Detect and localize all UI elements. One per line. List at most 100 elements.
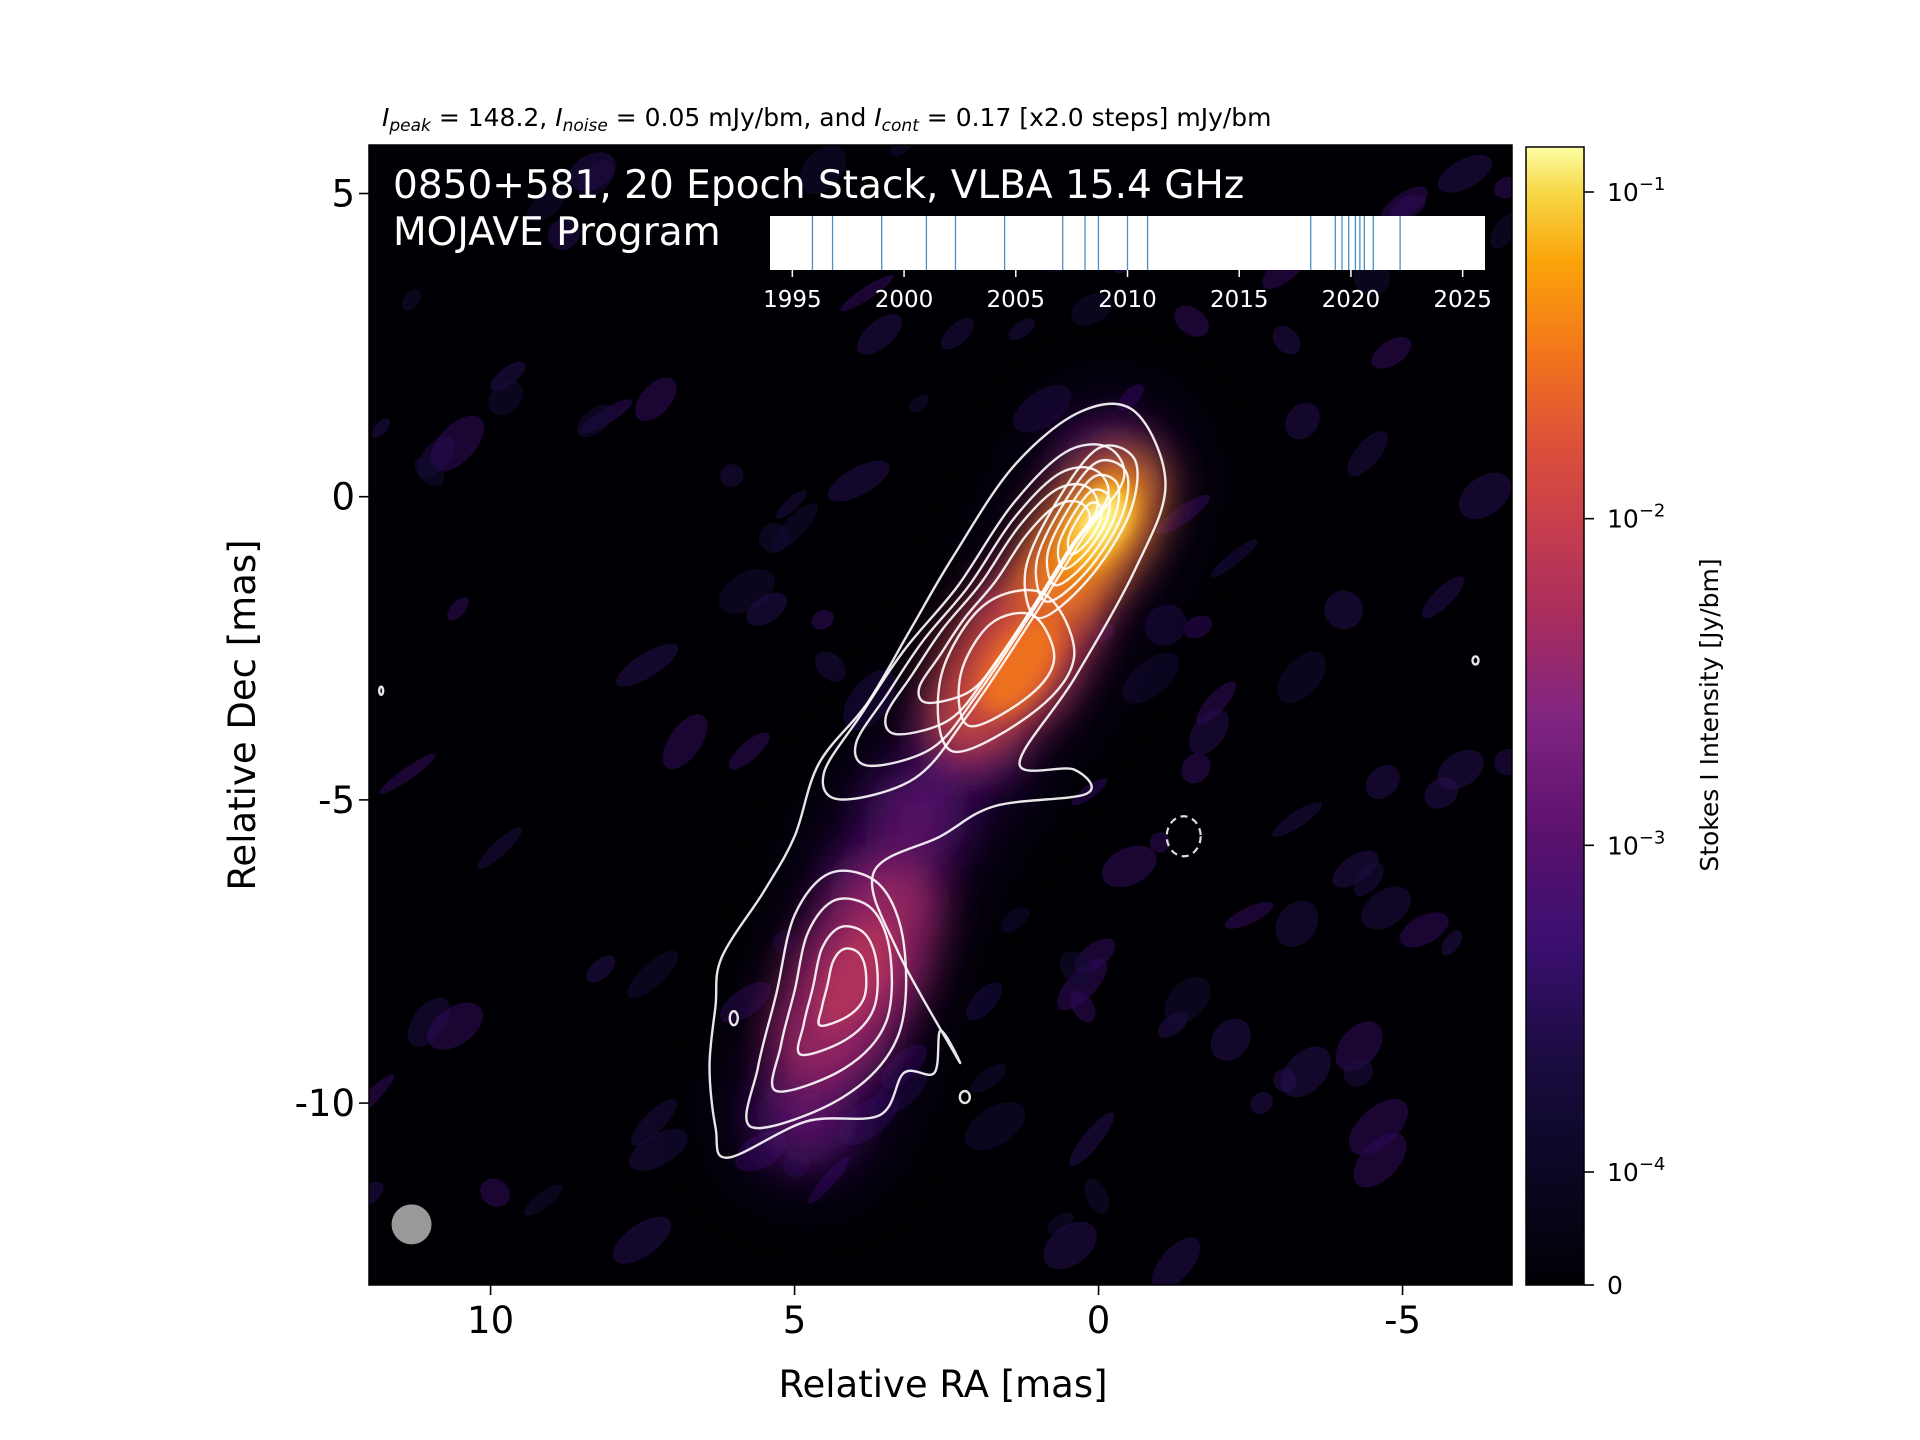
timeline-epochs	[811, 216, 1401, 270]
noise-speckle	[1174, 305, 1209, 337]
noise-speckle	[1152, 1237, 1201, 1285]
noise-speckle	[772, 929, 797, 954]
timeline-tick-label: 2000	[875, 287, 934, 313]
timeline-tick-label: 2015	[1210, 287, 1269, 313]
noise-speckle	[1371, 336, 1412, 369]
noise-speckle	[1101, 845, 1157, 888]
noise-speckle	[1458, 472, 1512, 520]
noise-speckle	[1144, 604, 1187, 646]
noise-speckle	[1332, 850, 1379, 888]
noise-speckle	[1441, 930, 1463, 956]
noise-speckle	[526, 189, 566, 222]
noise-speckle	[1424, 777, 1459, 809]
colorbar-tick-label: 10−1	[1607, 174, 1665, 207]
x-tick-label: 0	[1087, 1299, 1111, 1342]
colorbar: 0 10−4 10−3 10−2 10−1 Stokes I Intensity [Jy…	[1525, 146, 1724, 1300]
noise-speckle	[429, 415, 485, 472]
contour-outer-knot	[770, 897, 894, 1093]
contour-upper-jet	[917, 499, 1092, 705]
x-tick-label: 5	[783, 1299, 807, 1342]
noise-speckle	[1122, 652, 1180, 704]
noise-speckle	[576, 404, 614, 438]
halo-blob	[880, 782, 953, 855]
contour-outer-knot	[817, 947, 868, 1027]
colorbar-tick-label: 10−4	[1607, 1154, 1665, 1187]
noise-speckle	[615, 643, 679, 687]
noise-speckle	[908, 394, 929, 413]
timeline-tick-label: 2010	[1098, 287, 1157, 313]
contour-isolated	[377, 685, 385, 696]
contour-outer	[708, 402, 1167, 1159]
noise-speckle	[1365, 764, 1400, 800]
noise-speckle	[1437, 154, 1493, 193]
contour-core	[1023, 444, 1139, 620]
background-noise	[369, 145, 1512, 1285]
noise-speckle	[1008, 318, 1036, 341]
noise-speckle	[1211, 539, 1258, 578]
colorbar-ticks: 0 10−4 10−3 10−2 10−1	[1584, 174, 1665, 1300]
noise-speckle	[1043, 1221, 1097, 1270]
noise-speckle	[1380, 186, 1428, 224]
contour-isolated	[1471, 655, 1480, 666]
noise-speckle	[940, 318, 975, 350]
noise-speckle	[1275, 900, 1319, 948]
contour-core	[1045, 473, 1121, 587]
noise-speckle	[1057, 958, 1108, 1011]
contour-core	[1056, 488, 1112, 571]
noise-speckle	[1361, 886, 1412, 930]
noise-speckle	[728, 732, 770, 770]
noise-speckle	[856, 314, 903, 355]
noise-speckle	[1084, 1178, 1110, 1214]
noise-speckle	[776, 490, 807, 519]
noise-speckle	[1070, 990, 1096, 1023]
noise-speckle	[1013, 385, 1072, 433]
noise-speckle	[630, 1099, 677, 1147]
timeline-tick-label: 1995	[763, 287, 822, 313]
noise-speckle	[1335, 1021, 1383, 1072]
noise-speckle	[1277, 651, 1327, 703]
noise-speckle	[758, 522, 789, 553]
noise-speckle	[964, 1102, 1026, 1151]
noise-speckle	[890, 145, 913, 157]
contours	[377, 402, 1480, 1159]
noise-speckle	[371, 418, 391, 438]
noise-speckle	[827, 460, 890, 502]
noise-speckle	[635, 377, 677, 422]
noise-speckle	[746, 592, 788, 626]
noise-speckle	[1273, 1068, 1297, 1093]
contour-core	[1034, 459, 1130, 603]
noise-speckle	[970, 1063, 1007, 1093]
noise-speckle	[1149, 832, 1170, 853]
noise-speckle	[720, 464, 744, 487]
noise-speckle	[814, 651, 846, 682]
header-caption: Ipeak = 148.2, Inoise = 0.05 mJy/bm, and…	[382, 103, 1272, 136]
noise-speckle	[1353, 862, 1384, 897]
timeline-tick-label: 2025	[1433, 287, 1492, 313]
colorbar-gradient	[1525, 146, 1585, 1286]
noise-speckle	[1348, 1098, 1408, 1156]
y-tick-label: 0	[331, 476, 355, 519]
noise-speckle	[1164, 976, 1211, 1024]
noise-speckle	[799, 145, 847, 194]
noise-speckle	[480, 1178, 510, 1207]
y-tick-label: -10	[295, 1082, 355, 1125]
noise-speckle	[547, 218, 581, 250]
noise-speckle	[1272, 325, 1301, 355]
colorbar-tick-label: 10−2	[1607, 501, 1665, 534]
noise-speckle	[1155, 494, 1210, 535]
noise-speckle	[524, 1184, 563, 1216]
colorbar-tick-label: 10−3	[1607, 827, 1665, 860]
noise-speckle	[628, 1129, 689, 1171]
emission-knot	[1081, 497, 1122, 545]
x-tick-label: 10	[467, 1299, 514, 1342]
image-panel: 10 5 0 -5 5 0 -5 -10	[295, 144, 1513, 1342]
noise-speckle	[427, 1002, 484, 1050]
noise-speckle	[867, 1069, 928, 1119]
noise-speckle	[1059, 951, 1093, 985]
noise-speckle	[1183, 615, 1213, 639]
noise-speckle	[569, 152, 616, 192]
contour-inner-knot	[936, 588, 1076, 754]
noise-speckle	[811, 610, 834, 630]
contour-negative	[1165, 815, 1202, 858]
